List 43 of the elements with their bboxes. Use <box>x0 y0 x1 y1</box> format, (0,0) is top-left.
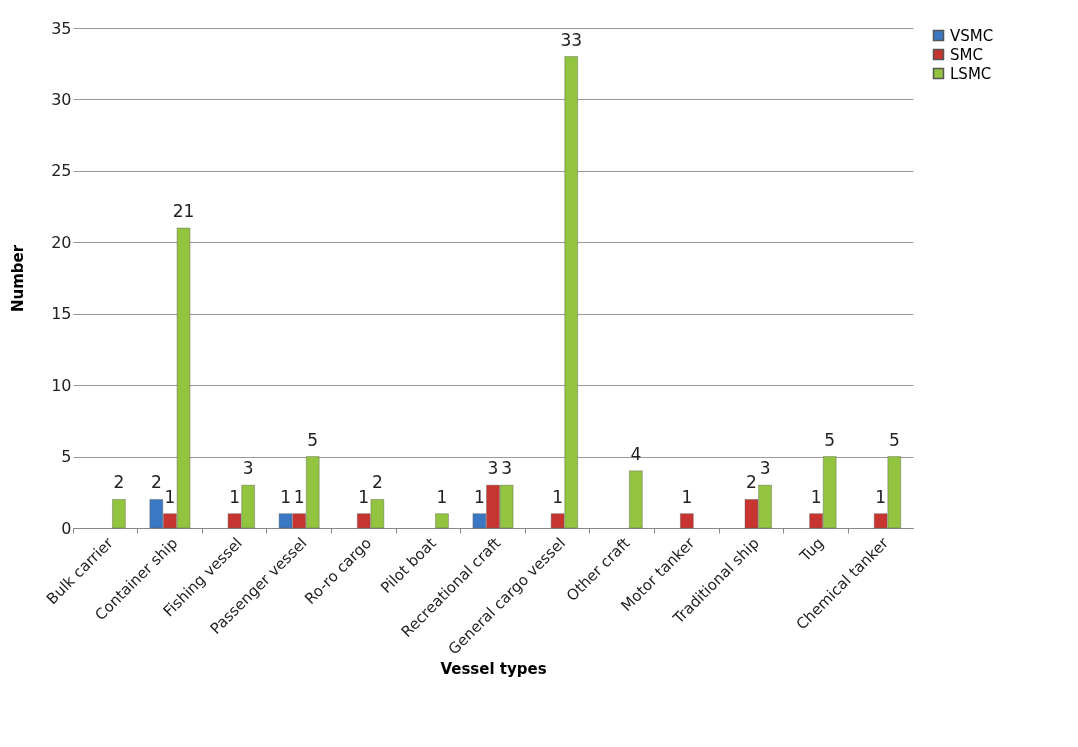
bar <box>680 513 694 529</box>
x-tick-label: Tug <box>795 534 828 566</box>
data-label: 2 <box>113 472 125 493</box>
y-tick-label: 10 <box>51 375 72 395</box>
y-tick-label: 35 <box>51 18 72 38</box>
data-label: 21 <box>172 201 195 221</box>
data-label: 1 <box>552 486 564 507</box>
data-label: 1 <box>280 486 291 507</box>
data-label: 5 <box>824 429 836 450</box>
data-label: 3 <box>759 458 771 479</box>
legend-label: SMC <box>950 45 983 64</box>
data-label: 2 <box>371 472 383 493</box>
data-label: 1 <box>358 486 370 507</box>
data-label: 1 <box>473 486 485 507</box>
data-label: 5 <box>888 429 900 450</box>
data-label: 5 <box>307 429 319 450</box>
x-axis-title: Vessel types <box>440 659 547 678</box>
y-tick-label: 20 <box>51 232 72 252</box>
legend-label: VSMC <box>950 26 994 45</box>
data-label: 1 <box>436 486 448 507</box>
bar <box>112 499 126 529</box>
bar <box>435 513 449 529</box>
data-label: 1 <box>164 486 176 507</box>
data-label: 3 <box>242 458 254 479</box>
bar <box>629 470 643 529</box>
data-label: 2 <box>150 472 162 493</box>
data-label: 33 <box>560 29 583 50</box>
data-label: 4 <box>630 443 642 464</box>
data-label: 1 <box>810 486 822 507</box>
data-label: 3 <box>487 458 499 479</box>
y-tick-label: 5 <box>61 447 72 467</box>
data-label: 2 <box>746 472 757 493</box>
data-label: 3 <box>501 458 513 479</box>
data-label: 1 <box>875 486 887 507</box>
y-tick-label: 15 <box>51 304 72 324</box>
y-axis-title: Number <box>9 244 28 313</box>
data-label: 1 <box>293 486 305 507</box>
data-label: 1 <box>681 486 693 507</box>
legend-label: LSMC <box>950 64 992 83</box>
data-label: 1 <box>229 486 240 507</box>
y-tick-label: 0 <box>61 518 72 538</box>
y-tick-label: 30 <box>51 89 72 109</box>
y-tick-label: 25 <box>51 161 72 181</box>
